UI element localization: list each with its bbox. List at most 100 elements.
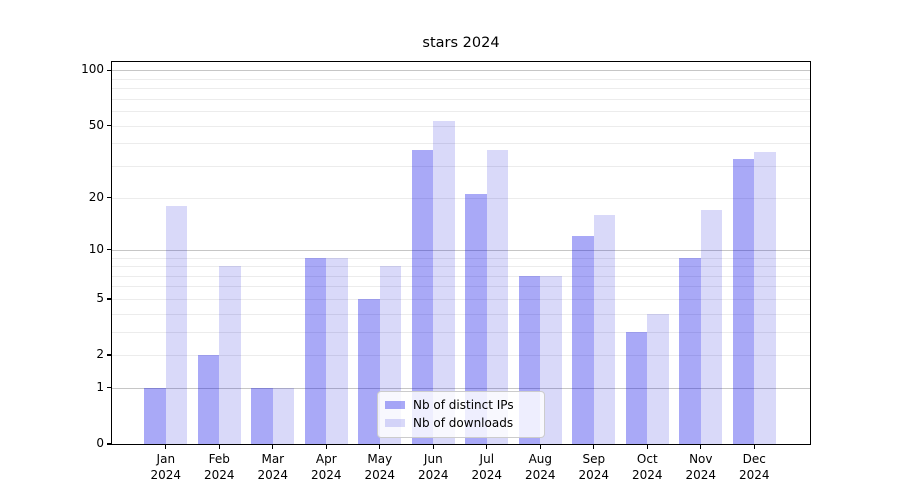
gridline-minor xyxy=(112,257,810,259)
bar-downloads-apr xyxy=(326,257,348,444)
x-tick-mark xyxy=(646,445,648,449)
gridline-minor xyxy=(112,286,810,288)
bar-distinct-ips-jul xyxy=(465,193,487,444)
y-tick-mark xyxy=(107,298,111,300)
x-tick-label: Apr 2024 xyxy=(294,451,358,483)
gridline-minor xyxy=(112,111,810,113)
y-tick-label: 5 xyxy=(96,290,104,305)
x-tick-label-year: 2024 xyxy=(257,468,289,482)
x-tick-mark xyxy=(218,445,220,449)
x-tick-label: Oct 2024 xyxy=(615,451,679,483)
bar-distinct-ips-sep xyxy=(572,236,594,444)
y-tick-label: 50 xyxy=(88,117,104,132)
x-tick-mark xyxy=(700,445,702,449)
bar-downloads-jan xyxy=(165,205,188,444)
gridline-minor xyxy=(112,197,810,199)
chart-title: stars 2024 xyxy=(422,35,500,51)
gridline-minor xyxy=(112,98,810,100)
x-tick-mark xyxy=(165,445,167,449)
x-tick-label-year: 2024 xyxy=(685,468,717,482)
x-tick-label-year: 2024 xyxy=(364,468,396,482)
gridline-minor xyxy=(112,266,810,268)
x-tick-label-year: 2024 xyxy=(578,468,610,482)
y-tick-mark xyxy=(107,196,111,199)
x-tick-label-year: 2024 xyxy=(739,468,770,482)
gridline-minor xyxy=(112,143,810,145)
x-tick-label-year: 2024 xyxy=(150,468,182,482)
x-tick-label: May 2024 xyxy=(348,451,412,483)
x-tick-mark xyxy=(753,445,755,449)
legend: Nb of distinct IPs Nb of downloads xyxy=(377,391,545,438)
bar-distinct-ips-oct xyxy=(625,331,648,444)
bar-downloads-dec xyxy=(754,151,776,444)
legend-swatch-distinct-ips xyxy=(385,401,405,409)
x-tick-mark xyxy=(539,445,541,449)
gridline-minor xyxy=(112,355,810,357)
x-tick-mark xyxy=(486,445,488,449)
x-tick-mark xyxy=(593,445,595,449)
y-tick-label: 1 xyxy=(96,379,104,394)
gridline-minor xyxy=(112,298,810,300)
x-tick-label-year: 2024 xyxy=(311,468,342,482)
gridline-major xyxy=(112,70,810,72)
y-tick-label: 2 xyxy=(96,347,104,362)
y-tick-mark xyxy=(107,125,111,127)
x-tick-label-year: 2024 xyxy=(418,468,449,482)
plot-area xyxy=(112,62,810,444)
gridline-minor xyxy=(112,275,810,277)
x-tick-label: Nov 2024 xyxy=(669,451,733,483)
legend-label-distinct-ips: Nb of distinct IPs xyxy=(413,398,514,412)
x-tick-mark xyxy=(432,445,434,449)
gridline-minor xyxy=(112,125,810,127)
y-tick-mark xyxy=(107,387,111,389)
x-tick-label-year: 2024 xyxy=(525,468,556,482)
legend-swatch-downloads xyxy=(385,419,405,427)
bar-distinct-ips-dec xyxy=(732,158,755,444)
x-tick-label: Jan 2024 xyxy=(134,451,198,483)
y-tick-label: 10 xyxy=(88,241,104,256)
x-tick-label: Mar 2024 xyxy=(241,451,305,483)
x-tick-label-year: 2024 xyxy=(204,468,235,482)
y-tick-label: 0 xyxy=(96,436,104,450)
x-tick-label: Jul 2024 xyxy=(455,451,519,483)
y-tick-label: 100 xyxy=(81,62,104,77)
gridline-major xyxy=(112,249,810,251)
y-tick-label: 20 xyxy=(88,189,104,204)
bar-downloads-jun xyxy=(433,121,455,444)
x-tick-mark xyxy=(325,445,327,449)
x-tick-mark xyxy=(272,445,274,449)
bar-distinct-ips-nov xyxy=(679,257,701,444)
legend-label-downloads: Nb of downloads xyxy=(413,416,514,430)
gridline-minor xyxy=(112,313,810,315)
bar-distinct-ips-apr xyxy=(304,257,327,444)
bar-downloads-aug xyxy=(540,275,562,444)
legend-item-downloads: Nb of downloads xyxy=(385,414,536,432)
x-tick-label-year: 2024 xyxy=(632,468,663,482)
y-tick-mark xyxy=(107,443,111,445)
x-tick-label: Jun 2024 xyxy=(401,451,465,483)
bar-distinct-ips-mar xyxy=(251,387,273,444)
bar-distinct-ips-feb xyxy=(197,355,220,444)
bar-distinct-ips-jan xyxy=(144,387,166,444)
y-tick-mark xyxy=(107,249,111,251)
bar-distinct-ips-may xyxy=(358,298,380,444)
bar-distinct-ips-jun xyxy=(411,149,434,444)
x-tick-mark xyxy=(379,445,381,449)
bar-downloads-sep xyxy=(593,214,616,444)
x-tick-label: Sep 2024 xyxy=(562,451,626,483)
bar-downloads-mar xyxy=(272,387,295,444)
y-tick-mark xyxy=(107,69,111,71)
gridline-minor xyxy=(112,331,810,333)
bar-downloads-oct xyxy=(647,313,669,444)
bar-downloads-feb xyxy=(219,266,241,444)
bar-downloads-jul xyxy=(486,149,509,444)
y-tick-mark xyxy=(107,354,111,356)
x-tick-label: Aug 2024 xyxy=(508,451,572,483)
bar-downloads-nov xyxy=(700,210,723,444)
gridline-minor xyxy=(112,78,810,80)
gridline-minor xyxy=(112,166,810,168)
x-tick-label: Feb 2024 xyxy=(187,451,251,483)
legend-item-distinct-ips: Nb of distinct IPs xyxy=(385,396,536,414)
gridline-major xyxy=(112,387,810,389)
